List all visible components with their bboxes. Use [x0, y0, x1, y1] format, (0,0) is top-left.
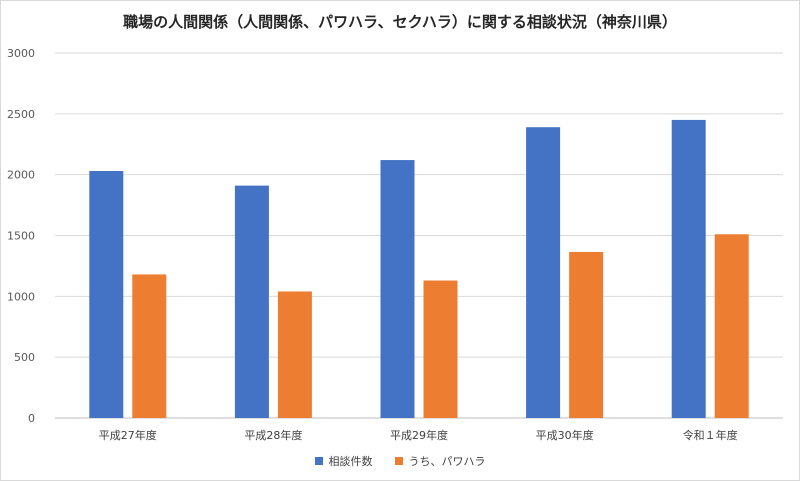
x-tick-label: 平成28年度 [244, 428, 302, 442]
bar-series-2[interactable] [277, 291, 312, 418]
bar-series-1[interactable] [671, 119, 706, 419]
legend-label-series-2: うち、パワハラ [408, 455, 486, 468]
y-tick-label: 0 [28, 412, 35, 425]
x-tick-label: 令和１年度 [683, 428, 738, 442]
y-tick-label: 2000 [7, 169, 35, 182]
legend: 相談件数 うち、パワハラ [1, 453, 799, 469]
bar-series-1[interactable] [380, 160, 415, 419]
bar-series-1[interactable] [526, 127, 561, 418]
bar-series-1[interactable] [234, 185, 269, 418]
bar-series-2[interactable] [569, 251, 604, 418]
y-tick-label: 500 [14, 351, 35, 364]
y-tick-label: 1000 [7, 290, 35, 303]
y-tick-label: 1500 [7, 230, 35, 243]
y-tick-label: 3000 [7, 47, 35, 60]
legend-item-series-2[interactable]: うち、パワハラ [394, 453, 486, 469]
legend-swatch-series-1 [314, 457, 323, 465]
x-tick-label: 平成30年度 [536, 428, 594, 442]
legend-label-series-1: 相談件数 [328, 455, 373, 468]
x-tick-label: 平成29年度 [390, 428, 448, 442]
x-tick-label: 平成27年度 [99, 428, 157, 442]
bar-series-1[interactable] [89, 171, 124, 418]
bar-series-2[interactable] [423, 280, 458, 418]
bar-series-2[interactable] [714, 234, 749, 418]
legend-item-series-1[interactable]: 相談件数 [314, 453, 373, 469]
bar-series-2[interactable] [132, 274, 167, 418]
chart-title: 職場の人間関係（人間関係、パワハラ、セクハラ）に関する相談状況（神奈川県） [123, 13, 677, 31]
y-tick-label: 2500 [7, 108, 35, 121]
plot-area: 0 500 1000 1500 2000 2500 3000 平成27年度 平成28年度 平成29… [7, 47, 783, 442]
legend-swatch-series-2 [394, 457, 403, 465]
